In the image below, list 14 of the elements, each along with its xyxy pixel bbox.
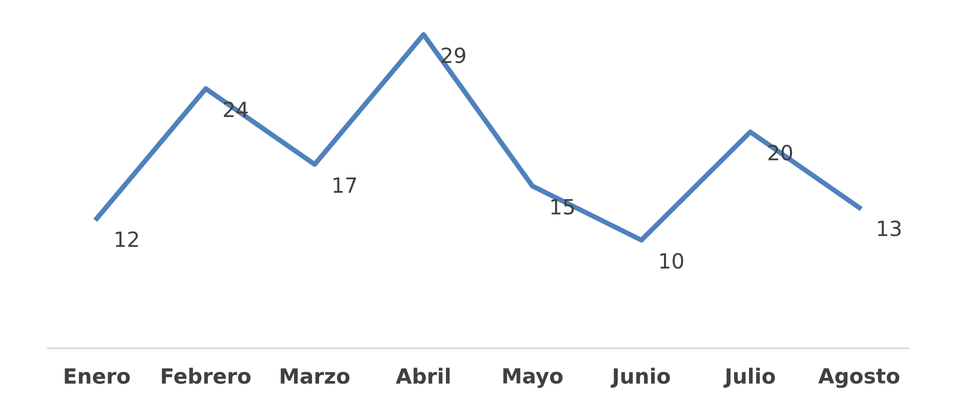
x-tick-label: Marzo [280,368,350,384]
x-tick-label: Junio [610,368,670,388]
data-label: 12 [116,231,138,247]
data-label: 10 [660,252,684,269]
x-tick-label: Abril [396,368,450,384]
data-label: 17 [334,178,356,193]
x-tick-label: Agosto [818,368,900,388]
x-tick-label: Enero [64,368,130,384]
data-label: 15 [551,199,574,215]
x-tick-label: Mayo [503,368,563,388]
data-label: 29 [442,47,466,64]
x-tick-label: Febrero [162,368,251,384]
data-label: 13 [878,220,901,236]
x-tick-label: Julio [724,368,775,388]
